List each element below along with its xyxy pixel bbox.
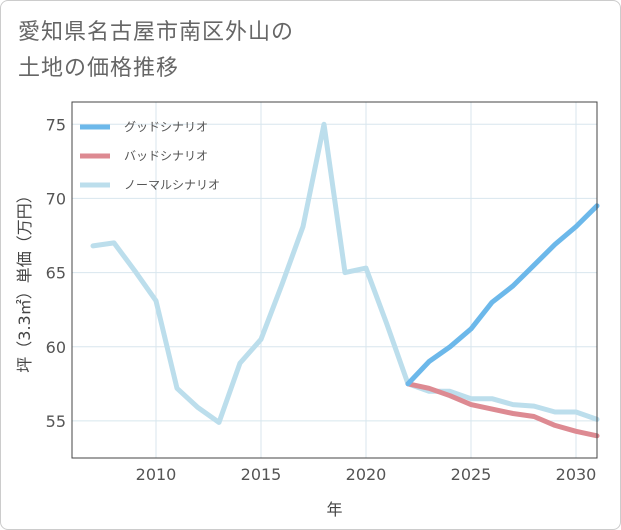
x-axis-ticks: 2010 2015 2020 2025 2030 xyxy=(136,465,597,484)
x-tick-label-2025: 2025 xyxy=(451,465,492,484)
x-tick-label-2020: 2020 xyxy=(346,465,387,484)
legend-label-normal: ノーマルシナリオ xyxy=(124,178,220,192)
y-tick-label-75: 75 xyxy=(46,115,66,134)
chart-title-line-2: 土地の価格推移 xyxy=(18,56,180,81)
legend-item-bad[interactable]: バッドシナリオ xyxy=(80,149,208,163)
legend-item-good[interactable]: グッドシナリオ xyxy=(80,120,208,134)
plot-area-border xyxy=(71,101,598,459)
chart-title: 愛知県名古屋市南区外山の 土地の価格推移 xyxy=(18,15,294,87)
legend-item-normal[interactable]: ノーマルシナリオ xyxy=(80,178,220,192)
series-line-normal xyxy=(90,121,600,425)
y-axis-ticks: 55 60 65 70 75 xyxy=(46,115,66,431)
y-axis-title: 坪（3.3㎡）単価（万円） xyxy=(15,187,34,372)
legend-label-good: グッドシナリオ xyxy=(124,120,208,134)
grid-lines xyxy=(72,102,597,458)
y-tick-label-55: 55 xyxy=(46,412,66,431)
legend-label-bad: バッドシナリオ xyxy=(124,149,208,163)
series-line-bad xyxy=(405,381,600,439)
series-lines xyxy=(90,121,600,439)
y-tick-label-65: 65 xyxy=(46,264,66,283)
chart-title-line-1: 愛知県名古屋市南区外山の xyxy=(18,20,295,45)
y-tick-label-70: 70 xyxy=(46,189,66,208)
x-tick-label-2015: 2015 xyxy=(241,465,282,484)
x-tick-label-2010: 2010 xyxy=(136,465,177,484)
x-tick-label-2030: 2030 xyxy=(556,465,597,484)
y-tick-label-60: 60 xyxy=(46,338,66,357)
series-line-good xyxy=(405,203,600,387)
x-axis-title: 年 xyxy=(326,500,342,519)
